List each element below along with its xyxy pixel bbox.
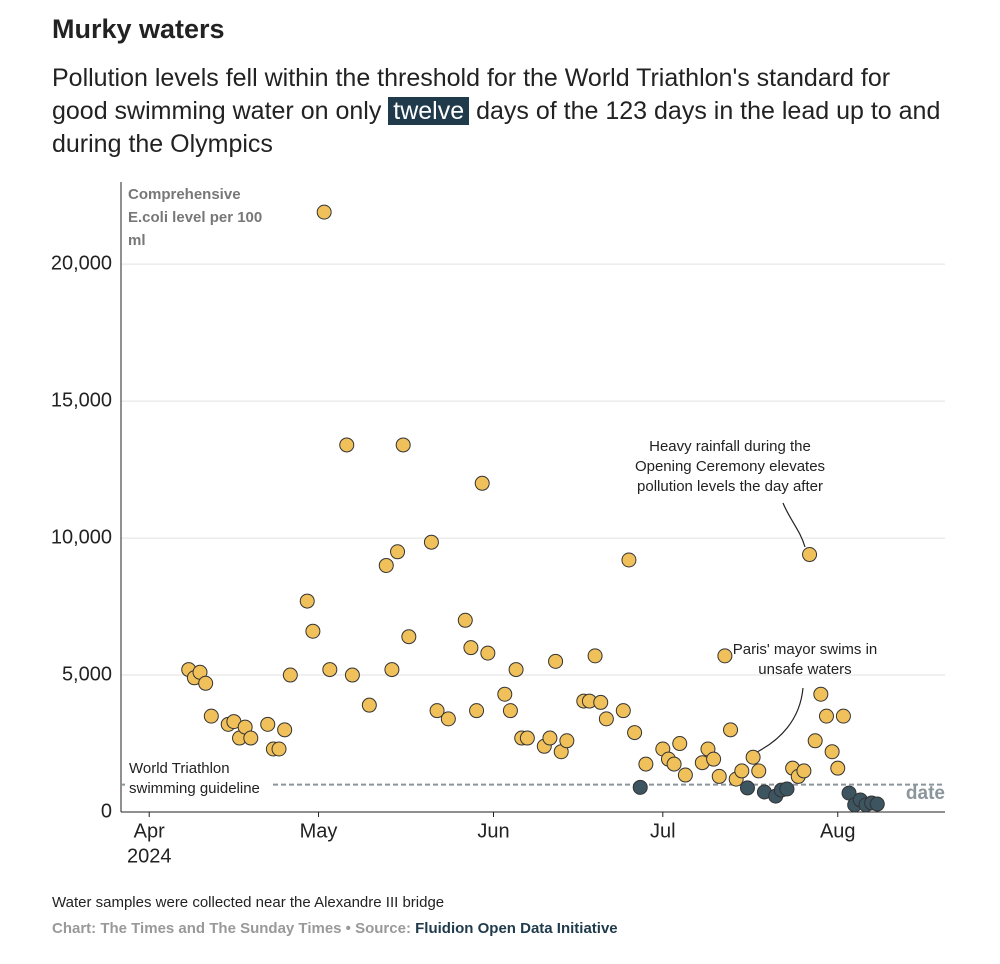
- x-tick-label: Jul: [650, 820, 676, 842]
- point: [519, 730, 535, 746]
- point: [474, 475, 490, 491]
- point: [243, 730, 259, 746]
- annotation: unsafe waters: [758, 661, 851, 678]
- point: [508, 662, 524, 678]
- point: [559, 733, 575, 749]
- x-year-label: 2024: [127, 845, 172, 867]
- point: [796, 763, 812, 779]
- annotation: Heavy rainfall during the: [649, 438, 811, 455]
- point: [378, 557, 394, 573]
- annotation-arrow: [756, 687, 804, 753]
- point: [203, 708, 219, 724]
- point: [339, 437, 355, 453]
- point: [271, 741, 287, 757]
- point: [717, 648, 733, 664]
- point: [429, 703, 445, 719]
- point: [457, 612, 473, 628]
- credit-text: Chart: The Times and The Sunday Times • …: [52, 920, 411, 937]
- annotation: pollution levels the day after: [637, 478, 823, 495]
- point: [711, 768, 727, 784]
- point: [316, 204, 332, 220]
- chart-title: Murky waters: [52, 14, 225, 44]
- point: [277, 722, 293, 738]
- annotation-arrow: [782, 502, 806, 548]
- point: [751, 763, 767, 779]
- point: [818, 708, 834, 724]
- point: [807, 733, 823, 749]
- y-tick-label: 10,000: [51, 526, 112, 548]
- point: [627, 725, 643, 741]
- point: [502, 703, 518, 719]
- point: [384, 662, 400, 678]
- threshold-label: World Triathlon: [129, 760, 230, 777]
- subtitle: Pollution levels fell within the thresho…: [52, 62, 952, 161]
- point: [299, 593, 315, 609]
- point: [401, 629, 417, 645]
- point: [463, 640, 479, 656]
- point: [423, 534, 439, 550]
- note: Water samples were collected near the Al…: [52, 894, 445, 911]
- annotation: Opening Ceremony elevates: [635, 458, 825, 475]
- point: [615, 703, 631, 719]
- point: [497, 686, 513, 702]
- point: [869, 796, 885, 812]
- y-tick-label: 5,000: [62, 663, 112, 685]
- x-tick-label: Apr: [134, 820, 165, 842]
- y-axis-label: ml: [128, 232, 146, 249]
- point: [305, 623, 321, 639]
- point: [344, 667, 360, 683]
- point: [677, 767, 693, 783]
- y-tick-label: 15,000: [51, 389, 112, 411]
- point: [282, 667, 298, 683]
- point: [739, 780, 755, 796]
- highlight: twelve: [388, 97, 470, 125]
- point: [548, 653, 564, 669]
- point: [469, 703, 485, 719]
- point: [480, 645, 496, 661]
- source: Fluidion Open Data Initiative: [415, 920, 618, 937]
- point: [440, 711, 456, 727]
- point: [542, 730, 558, 746]
- point: [632, 779, 648, 795]
- y-tick-label: 20,000: [51, 252, 112, 274]
- point: [638, 756, 654, 772]
- annotation: Paris' mayor swims in: [733, 641, 878, 658]
- subtitle-text: days of the 123 days in the lead up to a…: [52, 97, 941, 158]
- x-axis-label: date: [906, 783, 945, 804]
- x-tick-label: Aug: [820, 820, 856, 842]
- point: [824, 744, 840, 760]
- point: [723, 722, 739, 738]
- point: [198, 675, 214, 691]
- point: [830, 760, 846, 776]
- point: [802, 547, 818, 563]
- point: [666, 756, 682, 772]
- threshold-label: swimming guideline: [129, 780, 260, 797]
- point: [621, 552, 637, 568]
- point: [779, 781, 795, 797]
- x-tick-label: May: [300, 820, 338, 842]
- y-axis-label: Comprehensive: [128, 186, 241, 203]
- point: [390, 544, 406, 560]
- point: [745, 749, 761, 765]
- y-axis-label: E.coli level per 100: [128, 209, 262, 226]
- point: [813, 686, 829, 702]
- point: [672, 736, 688, 752]
- point: [706, 751, 722, 767]
- x-tick-label: Jun: [477, 820, 509, 842]
- point: [835, 708, 851, 724]
- subtitle-text: Pollution levels fell within the thresho…: [52, 64, 891, 125]
- point: [593, 694, 609, 710]
- y-tick-label: 0: [101, 800, 112, 822]
- point: [587, 648, 603, 664]
- point: [322, 662, 338, 678]
- point: [361, 697, 377, 713]
- credit: Chart: The Times and The Sunday Times • …: [52, 920, 618, 937]
- point: [598, 711, 614, 727]
- point: [395, 437, 411, 453]
- point: [734, 763, 750, 779]
- point: [260, 716, 276, 732]
- label-bg: [125, 757, 273, 799]
